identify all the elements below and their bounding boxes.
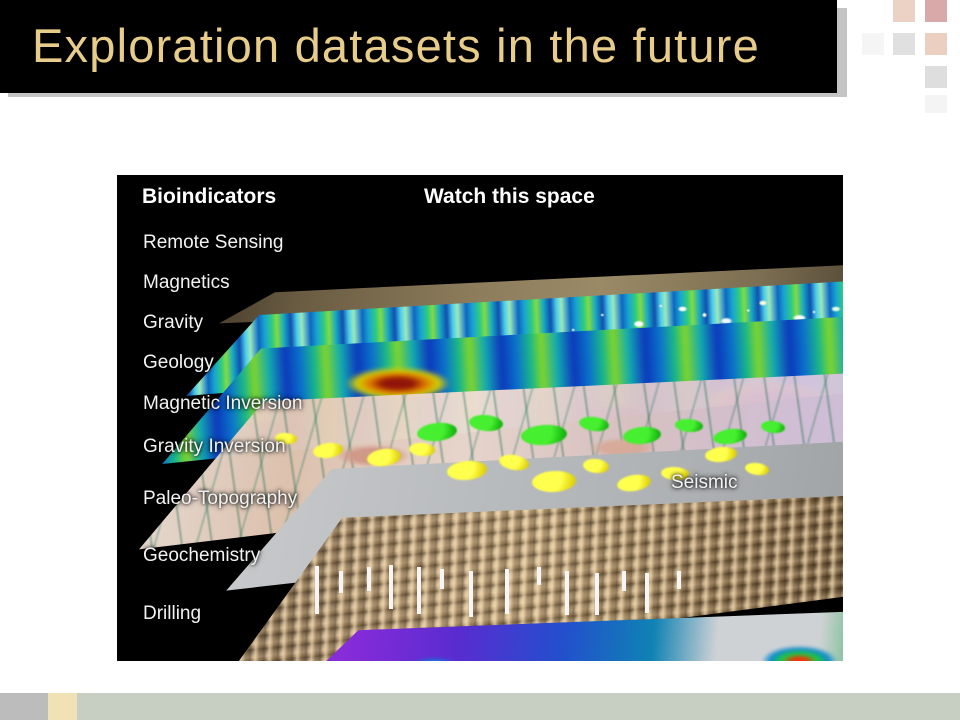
picture-label-remote-sensing: Remote Sensing xyxy=(143,232,284,253)
deco-square-3 xyxy=(862,33,884,55)
deco-square-5 xyxy=(925,33,947,55)
drill-hole xyxy=(537,567,541,585)
title-banner: Exploration datasets in the future xyxy=(0,0,837,93)
footer-bar xyxy=(0,693,960,720)
drill-hole xyxy=(440,569,444,589)
deco-square-2 xyxy=(925,0,947,22)
page-title: Exploration datasets in the future xyxy=(32,19,760,72)
picture-label-geology: Geology xyxy=(143,352,214,373)
drill-hole xyxy=(389,565,393,609)
picture-label-magnetics: Magnetics xyxy=(143,272,230,293)
deco-square-1 xyxy=(893,0,915,22)
picture-label-magnetic-inversion: Magnetic Inversion xyxy=(143,393,303,414)
layer-stack-3d xyxy=(117,175,843,661)
deco-square-7 xyxy=(925,95,947,113)
exploration-datasets-image: Bioindicators Watch this space Remote Sens… xyxy=(117,175,843,661)
drill-hole xyxy=(469,571,473,617)
drill-hole xyxy=(315,566,319,614)
picture-label-gravity-inversion: Gravity Inversion xyxy=(143,436,286,457)
picture-label-geochemistry: Geochemistry xyxy=(143,545,261,566)
deco-square-6 xyxy=(925,66,947,88)
picture-label-paleo-topography: Paleo-Topography xyxy=(143,488,298,509)
picture-label-seismic: Seismic xyxy=(671,472,738,493)
picture-label-bioindicators: Bioindicators xyxy=(142,185,277,208)
footer-cream-block xyxy=(48,693,77,720)
picture-label-gravity: Gravity xyxy=(143,312,204,333)
drill-hole xyxy=(595,573,599,615)
drilling-holes xyxy=(117,175,843,661)
drill-hole xyxy=(367,567,371,591)
deco-square-4 xyxy=(893,33,915,55)
picture-label-drilling: Drilling xyxy=(143,603,202,624)
drill-hole xyxy=(645,573,649,613)
drill-hole xyxy=(677,571,681,589)
drill-hole xyxy=(339,571,343,593)
drill-hole xyxy=(417,567,421,614)
drill-hole xyxy=(565,571,569,615)
drill-hole xyxy=(622,571,626,591)
picture-label-watch-this-space: Watch this space xyxy=(424,185,595,208)
footer-grey-block xyxy=(0,693,48,720)
footer-sage-bar xyxy=(77,693,960,720)
drill-hole xyxy=(505,569,509,614)
